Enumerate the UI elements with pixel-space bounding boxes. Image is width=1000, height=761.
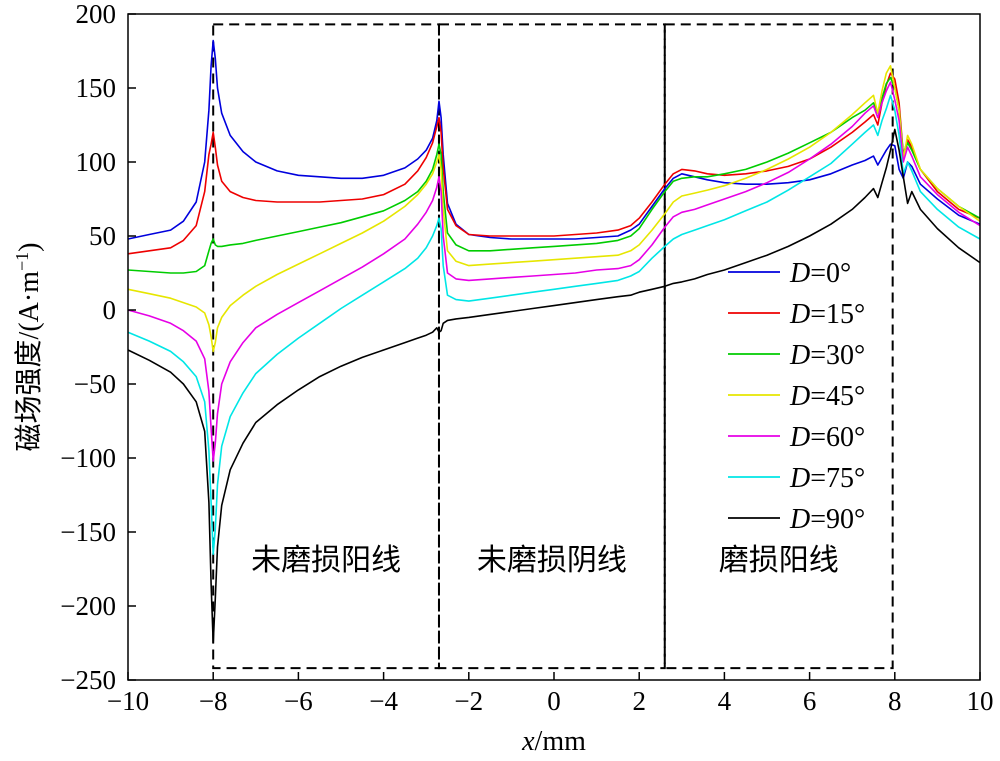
legend-label-value-1: =0° — [810, 258, 851, 289]
legend-label-variable-2: D — [789, 299, 810, 330]
y-axis-title-close: ) — [14, 243, 45, 252]
region-box-2 — [437, 23, 666, 670]
x-tick-label-5: 0 — [547, 686, 561, 716]
legend-label-variable-3: D — [789, 340, 810, 371]
y-tick-label-4: 0 — [103, 295, 117, 325]
region-label-2: 未磨损阴线 — [477, 543, 627, 578]
legend-label-value-7: =90° — [810, 504, 865, 535]
y-tick-label-9: −250 — [60, 665, 116, 695]
axis-ticks: −10 −8 −6 −4 −2 0 2 4 6 8 10 200 150 100 50 0 −50 −100 −15… — [60, 0, 993, 716]
legend-label-value-6: =75° — [810, 463, 865, 494]
x-tick-label-1: −8 — [199, 686, 228, 716]
series-line-4 — [127, 65, 981, 353]
y-axis-title-main: 磁场强度/(A·m — [13, 271, 45, 452]
region-boxes: 未磨损阳线 未磨损阴线 磨损阳线 — [212, 23, 894, 670]
y-tick-label-3: 50 — [89, 221, 116, 251]
legend-label-variable-4: D — [789, 381, 810, 412]
legend-label-6: D=75° — [789, 463, 865, 494]
x-tick-label-3: −4 — [369, 686, 398, 716]
legend-label-value-4: =45° — [810, 381, 865, 412]
region-label-3: 磨损阳线 — [719, 543, 839, 578]
series-line-6 — [127, 94, 981, 556]
x-tick-label-9: 8 — [888, 686, 902, 716]
y-axis-title-superscript: −1 — [12, 252, 32, 271]
x-axis-variable: x — [521, 726, 535, 757]
legend-label-value-2: =15° — [810, 299, 865, 330]
x-tick-label-0: −10 — [107, 686, 149, 716]
x-tick-label-10: 10 — [967, 686, 994, 716]
y-tick-label-7: −150 — [60, 517, 116, 547]
series-lines — [127, 39, 981, 644]
legend-label-7: D=90° — [789, 504, 865, 535]
x-tick-label-2: −6 — [284, 686, 313, 716]
series-line-7 — [127, 128, 981, 644]
legend-label-variable-7: D — [789, 504, 810, 535]
y-tick-label-0: 200 — [76, 0, 117, 29]
series-line-5 — [127, 81, 981, 462]
plot-area — [128, 14, 980, 680]
legend-label-5: D=60° — [789, 422, 865, 453]
y-tick-label-6: −100 — [60, 443, 116, 473]
y-tick-label-5: −50 — [74, 369, 116, 399]
y-tick-label-8: −200 — [60, 591, 116, 621]
legend-label-variable-6: D — [789, 463, 810, 494]
legend-label-2: D=15° — [789, 299, 865, 330]
x-tick-label-7: 4 — [718, 686, 732, 716]
y-axis-title: 磁场强度/(A·m−1) — [12, 243, 45, 452]
legend-label-variable-5: D — [789, 422, 810, 453]
x-tick-label-6: 2 — [632, 686, 646, 716]
legend-label-4: D=45° — [789, 381, 865, 412]
y-tick-label-1: 150 — [76, 73, 117, 103]
legend-label-3: D=30° — [789, 340, 865, 371]
x-tick-label-4: −2 — [454, 686, 483, 716]
series-line-3 — [127, 76, 981, 274]
legend-label-value-3: =30° — [810, 340, 865, 371]
x-axis-unit: /mm — [535, 726, 587, 757]
y-tick-label-2: 100 — [76, 147, 117, 177]
region-label-1: 未磨损阳线 — [251, 543, 401, 578]
legend-label-value-5: =60° — [810, 422, 865, 453]
region-box-3 — [663, 23, 894, 670]
legend: D=0°D=15°D=30°D=45°D=60°D=75°D=90° — [728, 258, 865, 535]
legend-label-1: D=0° — [789, 258, 851, 289]
x-tick-label-8: 6 — [803, 686, 817, 716]
series-line-1 — [127, 39, 981, 240]
legend-label-variable-1: D — [789, 258, 810, 289]
x-axis-title: x/mm — [521, 726, 586, 757]
